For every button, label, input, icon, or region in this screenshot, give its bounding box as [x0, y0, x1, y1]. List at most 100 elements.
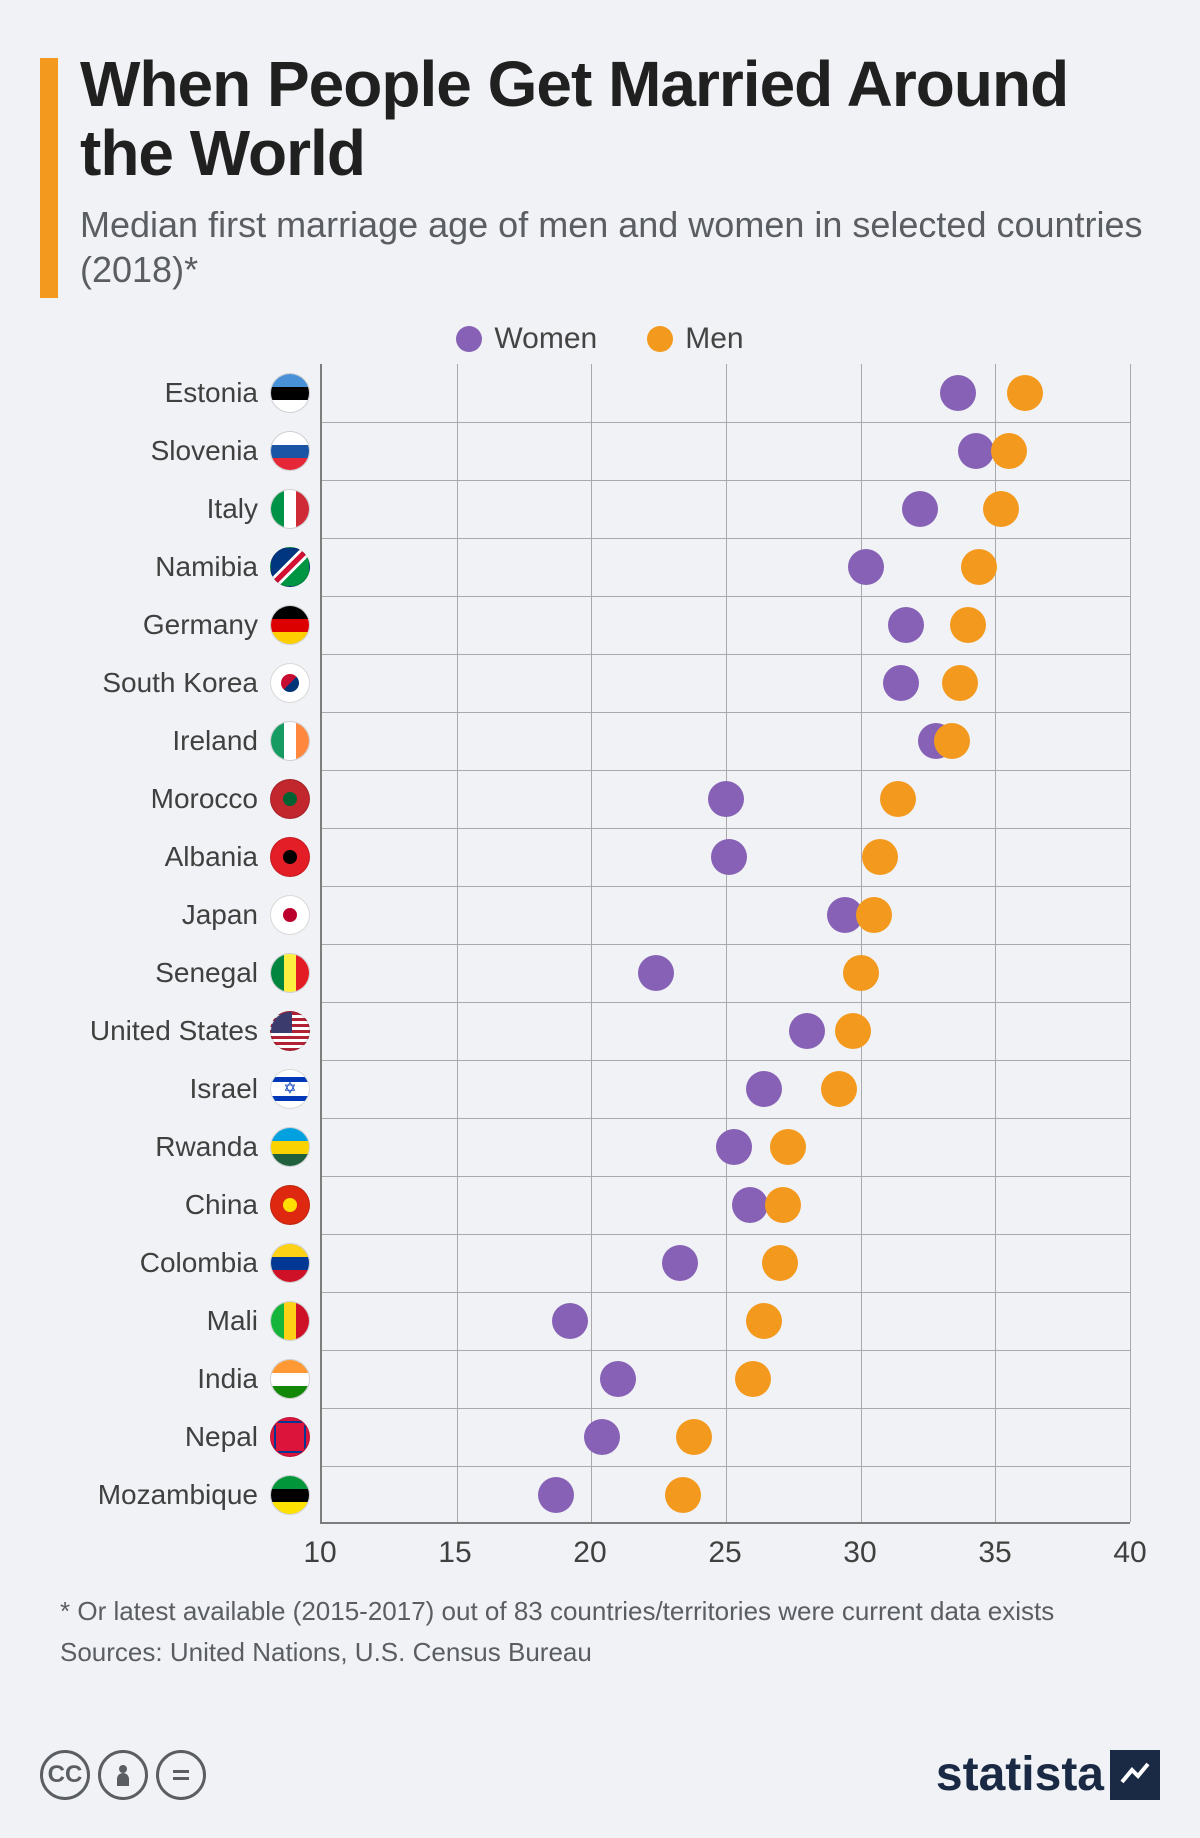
flag-icon — [270, 1417, 310, 1457]
x-tick: 30 — [843, 1536, 876, 1570]
data-dot-men — [942, 665, 978, 701]
gridline-h — [322, 828, 1130, 829]
plot-area — [320, 364, 1130, 1524]
data-dot-men — [770, 1129, 806, 1165]
gridline-h — [322, 1002, 1130, 1003]
row-label: Japan — [60, 886, 310, 944]
row-label: India — [60, 1350, 310, 1408]
data-dot-women — [732, 1187, 768, 1223]
header: When People Get Married Around the World… — [40, 50, 1160, 292]
country-name: Mali — [207, 1305, 258, 1337]
brand-mark-icon — [1110, 1750, 1160, 1800]
gridline-h — [322, 886, 1130, 887]
gridline-h — [322, 596, 1130, 597]
flag-icon — [270, 605, 310, 645]
country-name: Mozambique — [98, 1479, 258, 1511]
data-dot-women — [888, 607, 924, 643]
data-dot-men — [961, 549, 997, 585]
flag-icon — [270, 1243, 310, 1283]
accent-bar — [40, 58, 58, 298]
data-dot-men — [843, 955, 879, 991]
flag-icon — [270, 721, 310, 761]
data-dot-men — [735, 1361, 771, 1397]
flag-icon — [270, 953, 310, 993]
row-label: Slovenia — [60, 422, 310, 480]
gridline-h — [322, 770, 1130, 771]
gridline-h — [322, 1060, 1130, 1061]
data-dot-women — [638, 955, 674, 991]
cc-by-icon — [98, 1750, 148, 1800]
data-dot-men — [991, 433, 1027, 469]
country-name: Slovenia — [151, 435, 258, 467]
brand-text: statista — [936, 1747, 1104, 1802]
gridline-h — [322, 1350, 1130, 1351]
country-name: China — [185, 1189, 258, 1221]
x-tick: 10 — [303, 1536, 336, 1570]
brand-logo: statista — [936, 1747, 1160, 1802]
dot-chart: EstoniaSloveniaItalyNamibiaGermanySouth … — [60, 364, 1130, 1524]
country-name: Morocco — [151, 783, 258, 815]
flag-icon — [270, 547, 310, 587]
data-dot-men — [862, 839, 898, 875]
row-label: South Korea — [60, 654, 310, 712]
x-tick: 15 — [438, 1536, 471, 1570]
data-dot-women — [708, 781, 744, 817]
flag-icon — [270, 1359, 310, 1399]
legend-item-women: Women — [456, 322, 597, 356]
row-label: China — [60, 1176, 310, 1234]
data-dot-women — [958, 433, 994, 469]
gridline-h — [322, 944, 1130, 945]
infographic-container: When People Get Married Around the World… — [0, 0, 1200, 1838]
flag-icon — [270, 779, 310, 819]
cc-nd-icon — [156, 1750, 206, 1800]
cc-cc-icon: CC — [40, 1750, 90, 1800]
row-label: Mali — [60, 1292, 310, 1350]
data-dot-men — [676, 1419, 712, 1455]
data-dot-men — [765, 1187, 801, 1223]
data-dot-men — [762, 1245, 798, 1281]
data-dot-men — [1007, 375, 1043, 411]
row-label: Senegal — [60, 944, 310, 1002]
row-label: Estonia — [60, 364, 310, 422]
legend: Women Men — [40, 322, 1160, 356]
flag-icon — [270, 837, 310, 877]
gridline-h — [322, 480, 1130, 481]
gridline-h — [322, 422, 1130, 423]
gridline-h — [322, 1292, 1130, 1293]
data-dot-men — [856, 897, 892, 933]
country-name: Colombia — [140, 1247, 258, 1279]
flag-icon — [270, 1011, 310, 1051]
cc-license-icons: CC — [40, 1750, 206, 1800]
row-label: Nepal — [60, 1408, 310, 1466]
row-label: Morocco — [60, 770, 310, 828]
country-name: Namibia — [155, 551, 258, 583]
data-dot-men — [880, 781, 916, 817]
flag-icon — [270, 489, 310, 529]
footnote: * Or latest available (2015-2017) out of… — [60, 1594, 1160, 1629]
country-name: Israel — [190, 1073, 258, 1105]
flag-icon — [270, 373, 310, 413]
x-tick: 20 — [573, 1536, 606, 1570]
data-dot-men — [934, 723, 970, 759]
chart-subtitle: Median first marriage age of men and wom… — [80, 202, 1160, 292]
country-name: South Korea — [102, 667, 258, 699]
gridline-h — [322, 1176, 1130, 1177]
data-dot-women — [902, 491, 938, 527]
country-name: Rwanda — [155, 1131, 258, 1163]
data-dot-women — [716, 1129, 752, 1165]
x-tick: 25 — [708, 1536, 741, 1570]
flag-icon — [270, 1185, 310, 1225]
flag-icon — [270, 1301, 310, 1341]
footer: CC statista — [40, 1747, 1160, 1802]
country-name: Senegal — [155, 957, 258, 989]
data-dot-men — [983, 491, 1019, 527]
row-label: Israel✡ — [60, 1060, 310, 1118]
gridline-h — [322, 654, 1130, 655]
x-tick: 35 — [978, 1536, 1011, 1570]
x-tick: 40 — [1113, 1536, 1146, 1570]
row-label: Colombia — [60, 1234, 310, 1292]
data-dot-women — [711, 839, 747, 875]
row-label: Ireland — [60, 712, 310, 770]
country-name: Italy — [207, 493, 258, 525]
data-dot-women — [883, 665, 919, 701]
